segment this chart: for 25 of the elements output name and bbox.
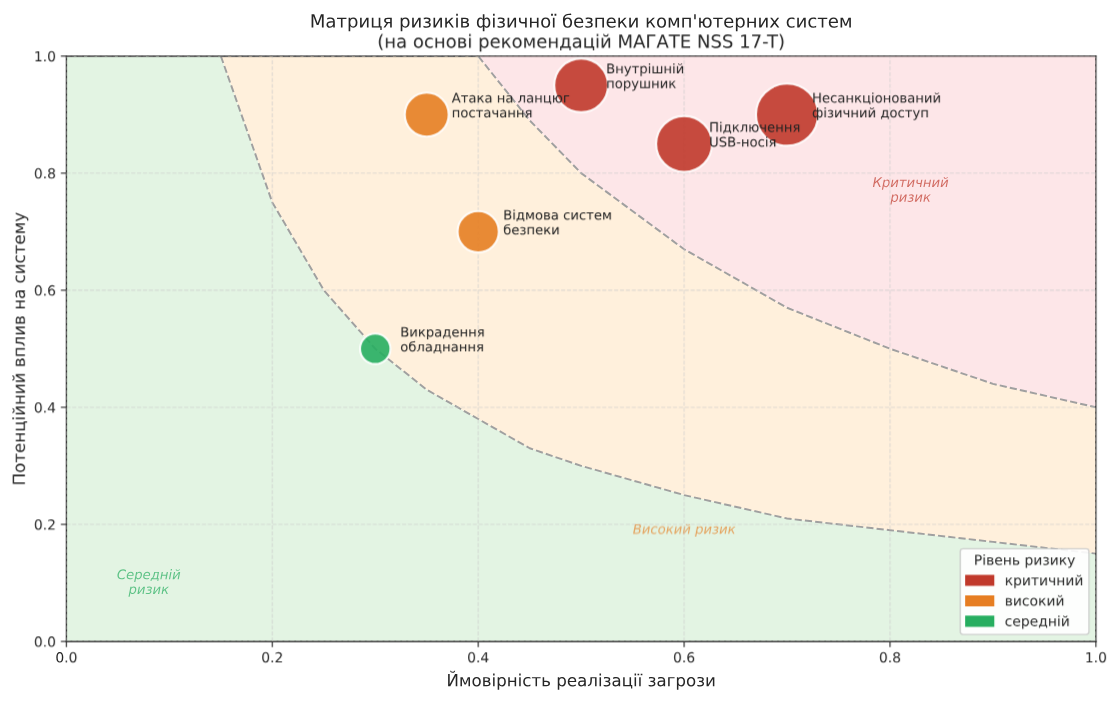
legend-label: середній [1005,615,1069,629]
text: 1.0 [35,51,56,62]
annotation: Викрадення обладнання [401,327,484,354]
x-tick-label: 0.8 [879,652,901,663]
legend-title: Рівень ризику [975,554,1075,568]
y-tick-label: 0.2 [34,519,55,530]
y-tick-label: 0.6 [34,285,56,296]
y-tick-label: 0.4 [34,402,56,413]
legend-label: високий [1006,595,1064,606]
legend-label: критичний [1006,574,1083,589]
annotation: Критичний ризик [872,177,949,205]
text: 0.0 [34,636,56,647]
x-tick-label: 0.4 [468,652,489,663]
annotation: Високий ризик [633,523,736,537]
text: 1.0 [1086,652,1107,663]
y-tick-label: 0.8 [34,168,56,179]
annotation: Середній ризик [117,569,181,597]
text: 0.0 [56,652,77,663]
chart-title: Матриця ризиків фізичної безпеки комп'ютерних систем (на основі рекомендацій МАГАТЕ NSS 17-T) [311,13,851,52]
annotation: Внутрішній порушник [607,63,684,91]
annotation: Відмова систем безпеки [503,209,611,235]
y-axis-title: Потенційний вплив на систему [12,212,29,484]
x-tick-label: 0.2 [262,652,282,663]
x-tick-label: 0.6 [674,652,695,663]
x-axis-title: Ймовірність реалізації загрози [448,670,715,690]
